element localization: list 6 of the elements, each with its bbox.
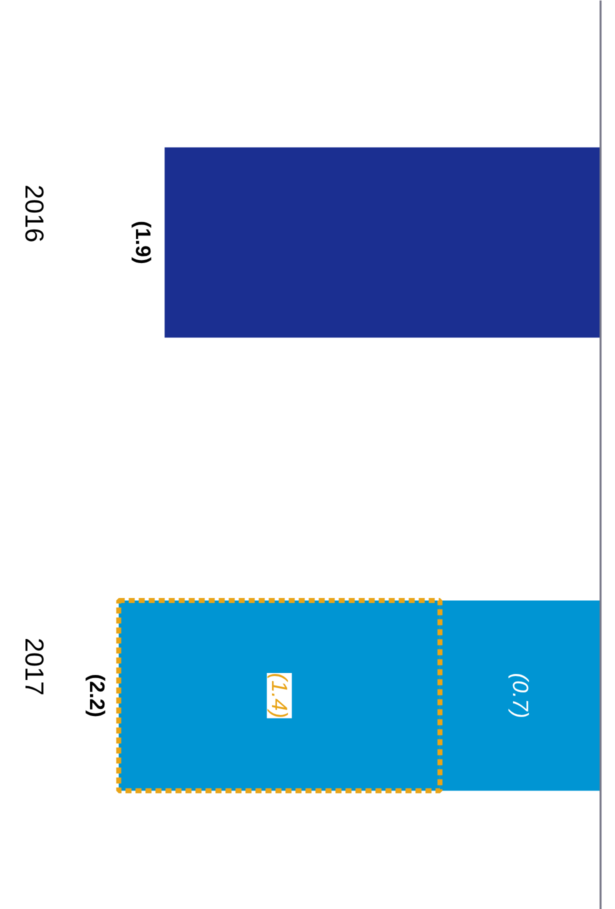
y-tick-label: 2016	[20, 184, 50, 242]
total-label: (1.9)	[131, 220, 154, 264]
data-label: (1.4)	[266, 673, 292, 718]
total-label: (2.2)	[85, 674, 108, 718]
y-tick-label: 2017	[20, 638, 50, 696]
data-label: (0.7)	[508, 673, 533, 718]
